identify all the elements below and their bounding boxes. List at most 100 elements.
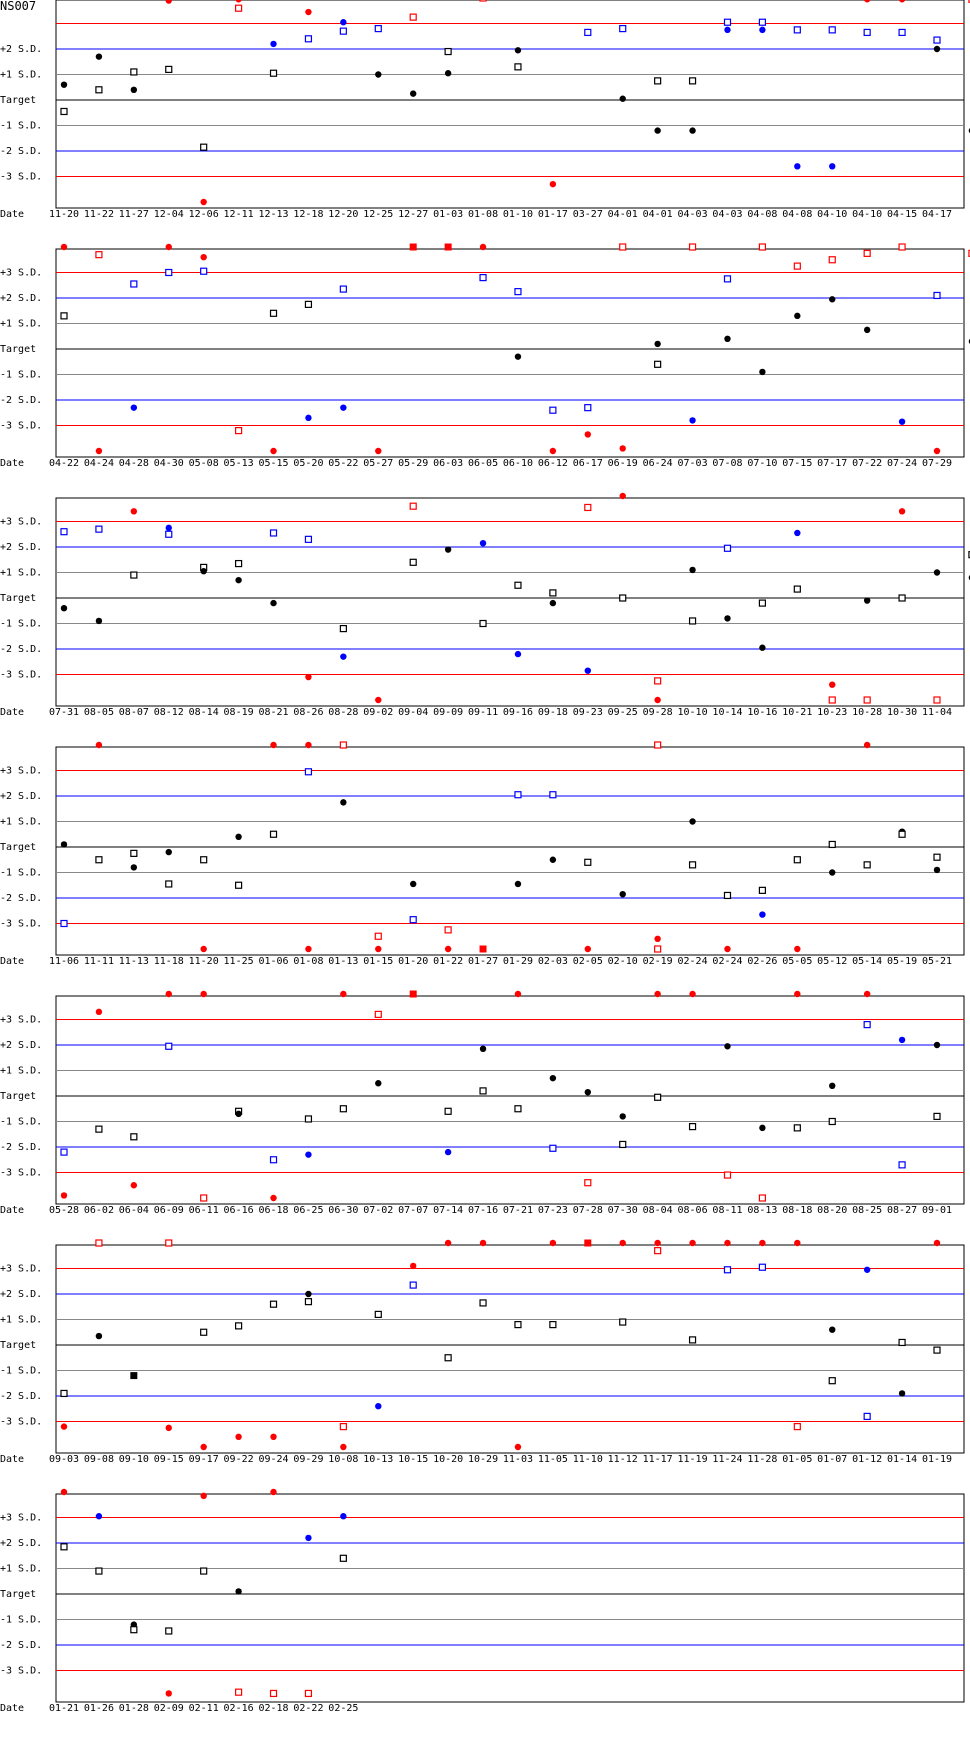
data-point xyxy=(235,881,243,889)
data-point xyxy=(933,45,941,53)
data-point xyxy=(130,864,138,871)
data-point xyxy=(95,1239,103,1247)
date-tick-label: 07-28 xyxy=(573,1205,603,1216)
date-tick-label: 06-10 xyxy=(503,458,533,469)
sd-label: -2 S.D. xyxy=(0,1142,42,1153)
data-point xyxy=(165,1627,173,1635)
data-point xyxy=(235,4,243,12)
date-tick-label: 02-05 xyxy=(573,956,603,967)
data-point xyxy=(339,285,347,293)
date-tick-label: 08-27 xyxy=(887,1205,917,1216)
data-point xyxy=(270,1433,277,1441)
data-point xyxy=(549,406,557,414)
date-tick-label: 12-04 xyxy=(154,209,184,220)
data-point xyxy=(933,447,941,455)
date-tick-label: 11-17 xyxy=(643,1454,673,1465)
x-axis-label: Date xyxy=(0,1703,24,1714)
data-point xyxy=(410,90,417,97)
data-point xyxy=(130,86,138,94)
data-point xyxy=(549,447,557,455)
date-tick-label: 08-19 xyxy=(224,707,254,718)
x-axis-label: Date xyxy=(0,209,24,220)
date-tick-label: 12-18 xyxy=(293,209,323,220)
date-tick-label: 02-11 xyxy=(189,1703,219,1714)
data-point xyxy=(654,741,662,749)
data-point xyxy=(444,47,452,56)
sd-label: +1 S.D. xyxy=(0,1066,42,1077)
data-point xyxy=(269,1300,278,1308)
date-tick-label: 01-27 xyxy=(468,956,498,967)
date-tick-label: 09-25 xyxy=(608,707,638,718)
data-point xyxy=(654,990,661,998)
date-tick-label: 06-17 xyxy=(573,458,603,469)
sd-label: -3 S.D. xyxy=(0,421,42,432)
sd-label: -2 S.D. xyxy=(0,146,42,157)
data-point xyxy=(409,502,417,510)
data-point xyxy=(793,1422,801,1431)
data-point xyxy=(584,945,591,953)
date-tick-label: 07-02 xyxy=(363,1205,393,1216)
data-point xyxy=(933,291,941,300)
data-point xyxy=(165,0,172,4)
date-tick-label: 10-08 xyxy=(328,1454,358,1465)
date-tick-label: 09-08 xyxy=(84,1454,114,1465)
date-tick-label: 11-13 xyxy=(119,956,149,967)
date-tick-label: 10-21 xyxy=(782,707,812,718)
data-point xyxy=(793,26,801,34)
date-tick-label: 05-13 xyxy=(224,458,254,469)
date-tick-label: 11-24 xyxy=(712,1454,742,1465)
data-point xyxy=(933,866,941,874)
date-tick-label: 06-24 xyxy=(643,458,673,469)
data-point xyxy=(898,0,906,3)
sd-label: Target xyxy=(0,1589,36,1600)
data-point xyxy=(269,309,278,317)
sd-label: Target xyxy=(0,95,36,106)
data-point xyxy=(479,243,487,251)
date-tick-label: 06-03 xyxy=(433,458,463,469)
date-tick-label: 07-31 xyxy=(49,707,79,718)
data-point xyxy=(829,296,836,303)
data-point xyxy=(235,1322,243,1330)
data-point xyxy=(514,880,522,888)
data-point xyxy=(374,1010,382,1019)
panel-frame xyxy=(55,497,965,707)
data-point xyxy=(933,853,941,861)
data-point xyxy=(409,13,417,21)
data-point xyxy=(723,891,732,900)
data-point xyxy=(95,856,103,864)
date-tick-label: 08-11 xyxy=(712,1205,742,1216)
data-point xyxy=(340,653,347,660)
date-tick-label: 01-28 xyxy=(119,1703,149,1714)
data-point xyxy=(863,1266,871,1273)
data-point xyxy=(863,28,871,37)
data-point xyxy=(794,312,801,320)
sd-label: Target xyxy=(0,1091,36,1102)
date-tick-label: 04-03 xyxy=(678,209,708,220)
data-point xyxy=(898,1036,906,1044)
sd-label: +1 S.D. xyxy=(0,1315,42,1326)
date-tick-label: 09-17 xyxy=(189,1454,219,1465)
sd-label: +3 S.D. xyxy=(0,766,42,777)
data-point xyxy=(759,644,766,651)
date-tick-label: 11-05 xyxy=(538,1454,568,1465)
chart-panel-1: +2 S.D. +1 S.D. Target -1 S.D. -2 S.D. -3 S.D… xyxy=(0,0,970,220)
data-point xyxy=(898,1161,906,1169)
data-point xyxy=(794,945,801,953)
date-tick-label: 01-22 xyxy=(433,956,463,967)
data-point xyxy=(514,990,522,998)
date-tick-label: 08-05 xyxy=(84,707,114,718)
data-point xyxy=(898,243,906,251)
data-point xyxy=(619,1239,626,1247)
data-point xyxy=(829,681,836,688)
data-point xyxy=(759,368,766,376)
data-point xyxy=(549,1320,557,1329)
date-tick-label: 08-14 xyxy=(189,707,219,718)
sd-label: -3 S.D. xyxy=(0,670,42,681)
chart-panel-2: +3 S.D. +2 S.D. +1 S.D. Target -1 S.D. -2 S.D… xyxy=(0,243,970,469)
data-point xyxy=(235,833,242,840)
data-point xyxy=(898,594,906,602)
data-point xyxy=(793,1124,801,1132)
data-point xyxy=(304,1298,313,1306)
date-tick-label: 08-04 xyxy=(643,1205,673,1216)
data-point xyxy=(898,28,906,37)
